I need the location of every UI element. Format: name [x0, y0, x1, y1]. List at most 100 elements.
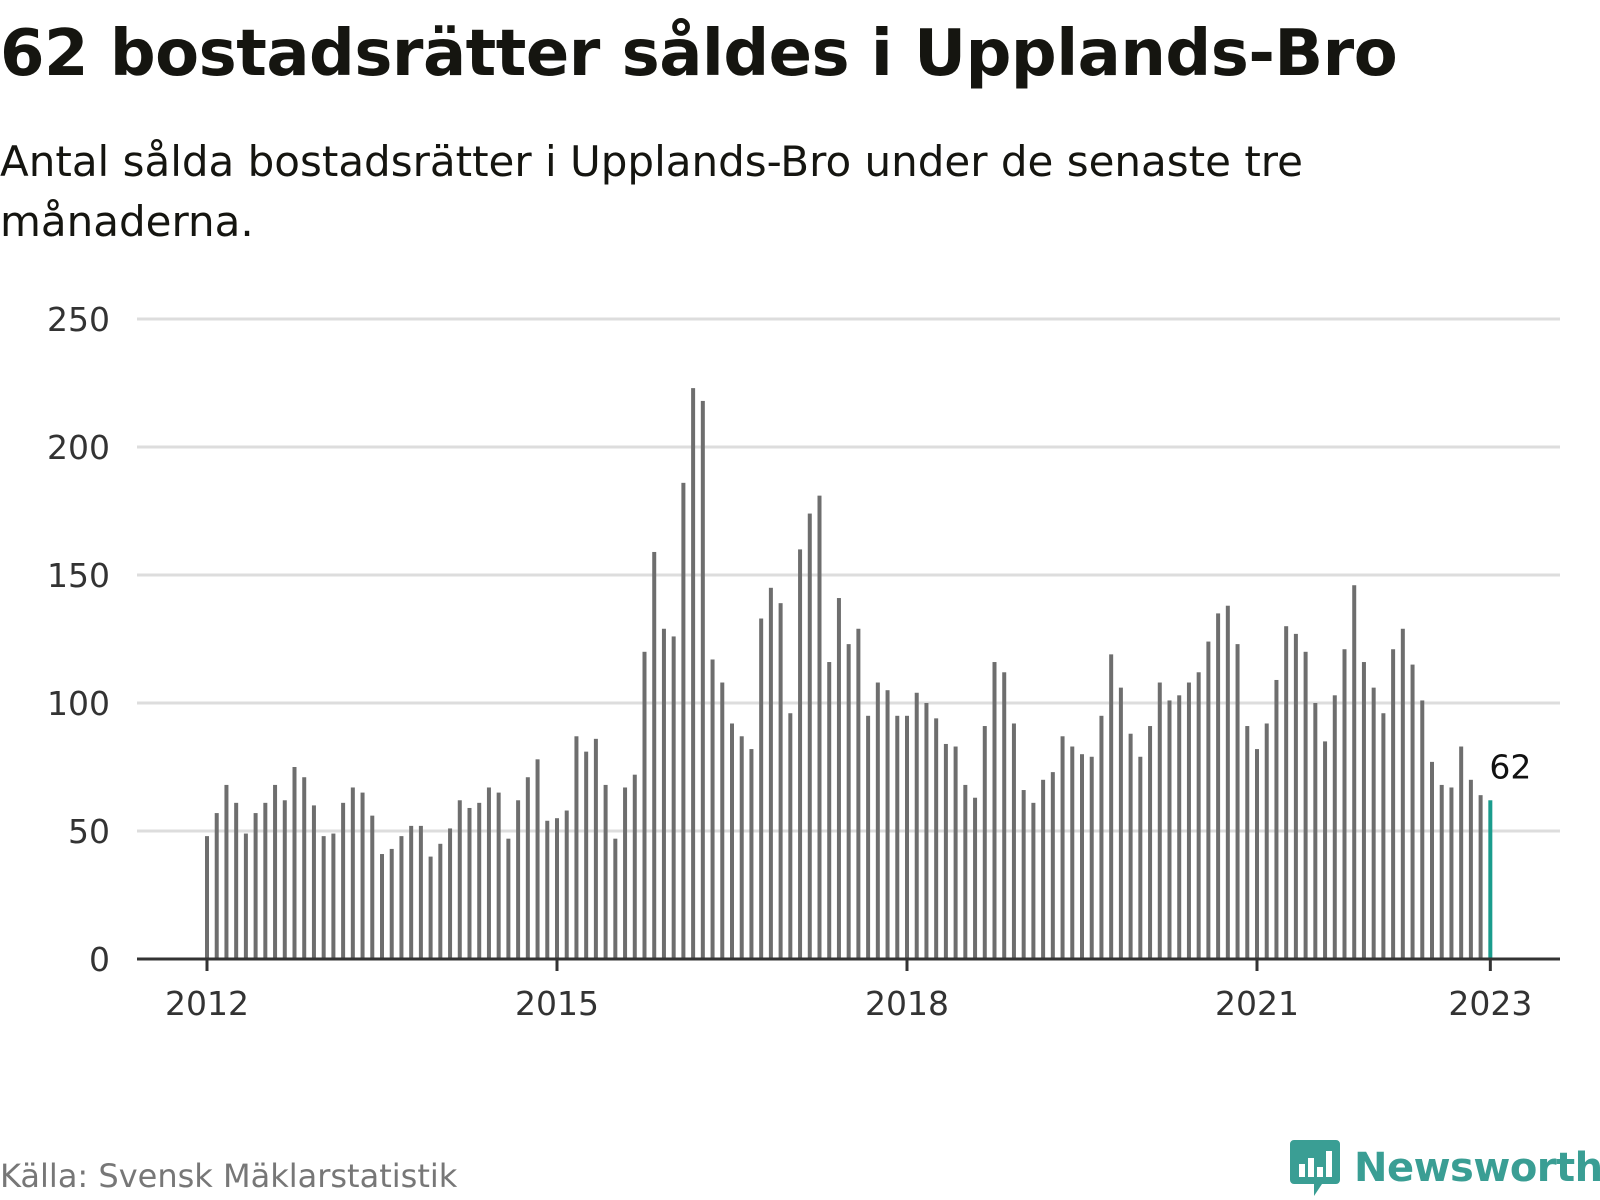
bar	[700, 400, 705, 959]
bar	[1245, 726, 1250, 959]
bar	[350, 787, 355, 959]
bar	[924, 703, 929, 959]
bar	[1468, 779, 1473, 959]
bar	[749, 749, 754, 959]
bar	[243, 833, 248, 959]
bar	[457, 800, 462, 959]
bar	[827, 662, 832, 959]
y-tick-label: 0	[89, 940, 110, 979]
bar	[768, 587, 773, 959]
bar	[1381, 713, 1386, 959]
bar	[1167, 700, 1172, 959]
bar	[1459, 746, 1464, 959]
x-axis	[137, 957, 1560, 971]
bar	[759, 618, 764, 959]
bar	[1118, 687, 1123, 959]
bar	[574, 736, 579, 959]
bar	[311, 805, 316, 959]
bar	[292, 767, 297, 959]
y-tick-label: 200	[47, 428, 110, 467]
bar	[253, 813, 258, 959]
bar	[623, 787, 628, 959]
bars	[205, 388, 1493, 959]
bar	[1050, 772, 1055, 959]
bar-chart: 0 50 100 150 200 250 2012 2015 2018 2021 2023 62	[47, 300, 1560, 1023]
bar	[846, 644, 851, 959]
bar	[1216, 613, 1221, 959]
bar	[1400, 628, 1405, 959]
bar	[467, 807, 472, 959]
bar	[1138, 756, 1143, 959]
bar	[632, 774, 637, 959]
bar	[866, 715, 871, 959]
bar	[1284, 626, 1289, 959]
bar	[1235, 644, 1240, 959]
bar	[963, 784, 968, 959]
brand-name: Newsworthy	[1354, 1145, 1600, 1191]
x-tick-label: 2021	[1215, 984, 1299, 1023]
bar	[555, 818, 559, 959]
bar	[263, 802, 268, 959]
gridlines	[137, 317, 1560, 833]
bar	[905, 715, 909, 959]
bar	[282, 800, 287, 959]
bar	[603, 784, 608, 959]
bar	[389, 848, 394, 959]
bar	[1449, 787, 1454, 959]
bar	[302, 777, 307, 959]
x-tick-label: 2023	[1448, 984, 1532, 1023]
bar	[380, 854, 384, 959]
bar	[710, 659, 715, 959]
bar	[788, 713, 793, 959]
y-tick-label: 150	[47, 556, 110, 595]
bar	[516, 800, 521, 959]
bar	[973, 797, 978, 959]
bar	[652, 551, 657, 959]
bar	[691, 388, 696, 959]
bar	[1148, 726, 1153, 959]
y-tick-label: 100	[47, 684, 110, 723]
bar	[234, 802, 239, 959]
bar	[1099, 715, 1104, 959]
chart-subtitle: Antal sålda bostadsrätter i Upplands-Bro…	[0, 137, 1303, 246]
bar	[1478, 795, 1483, 959]
bar	[448, 828, 453, 959]
bar	[1361, 662, 1366, 959]
bar	[1196, 672, 1201, 959]
bar	[370, 815, 375, 959]
bar	[1293, 633, 1298, 959]
bar	[321, 836, 326, 959]
bar	[856, 628, 861, 959]
bar	[593, 738, 598, 959]
bar	[992, 662, 997, 959]
bar	[1255, 749, 1259, 959]
chart-title: 62 bostadsrätter såldes i Upplands-Bro	[0, 17, 1398, 91]
brand-logo: Newsworthy	[1290, 1138, 1600, 1198]
bar	[914, 692, 919, 959]
bar	[671, 636, 676, 959]
data-labels: 62	[1489, 747, 1531, 786]
bar	[798, 549, 803, 959]
bar	[214, 813, 219, 959]
bar	[273, 784, 278, 959]
bar	[778, 603, 783, 959]
bar	[642, 651, 647, 959]
bar	[1303, 651, 1308, 959]
bar	[545, 820, 550, 959]
bar	[885, 690, 890, 959]
bar	[1430, 761, 1434, 959]
bar	[836, 598, 841, 959]
bar	[613, 838, 618, 959]
bar	[496, 792, 501, 959]
bar	[1323, 741, 1328, 959]
bar	[1128, 733, 1133, 959]
bar	[739, 736, 744, 959]
bar	[681, 482, 686, 959]
bar	[807, 513, 812, 959]
bar	[895, 715, 900, 959]
bar	[1371, 687, 1376, 959]
bar	[730, 723, 734, 959]
source-note: Källa: Svensk Mäklarstatistik	[0, 1157, 458, 1195]
bar	[1186, 682, 1191, 959]
bar	[1313, 703, 1318, 959]
